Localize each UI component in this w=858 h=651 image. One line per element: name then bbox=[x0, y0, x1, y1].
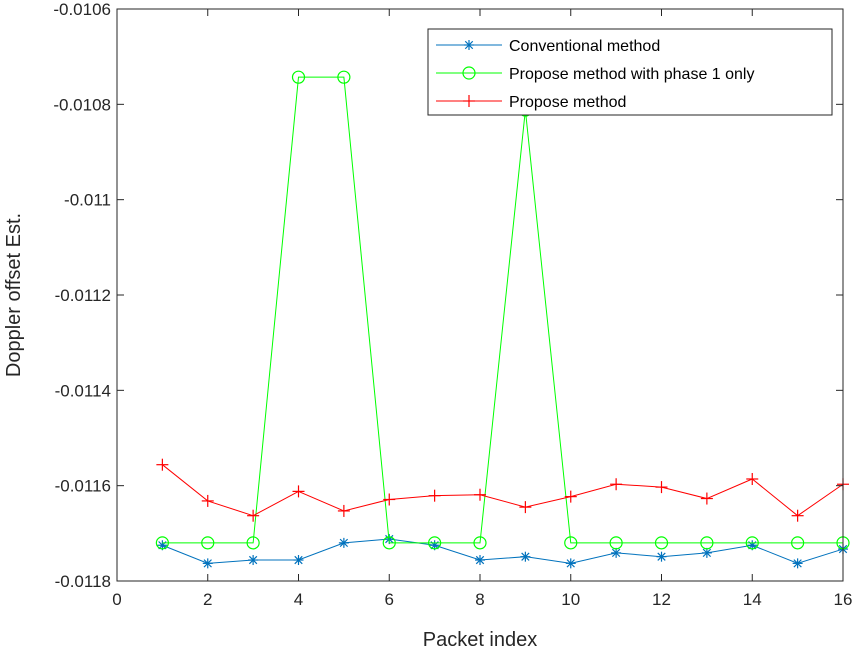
x-axis-label: Packet index bbox=[423, 629, 538, 651]
data-point bbox=[473, 536, 487, 550]
x-tick-label: 16 bbox=[834, 590, 853, 609]
data-point bbox=[746, 472, 759, 485]
data-point bbox=[337, 70, 351, 84]
data-point bbox=[656, 551, 667, 562]
data-point bbox=[383, 493, 396, 506]
data-point bbox=[293, 555, 304, 566]
data-point bbox=[201, 536, 215, 550]
legend-entry: Conventional method bbox=[436, 38, 660, 55]
y-tick-label: -0.0116 bbox=[55, 477, 111, 496]
data-point bbox=[519, 501, 532, 514]
legend-label: Propose method with phase 1 only bbox=[509, 66, 754, 83]
data-point bbox=[655, 481, 668, 494]
data-point bbox=[520, 551, 531, 562]
data-point bbox=[700, 492, 713, 505]
y-tick-label: -0.011 bbox=[64, 191, 111, 210]
data-point bbox=[462, 66, 476, 80]
x-tick-label: 14 bbox=[743, 590, 762, 609]
x-tick-label: 2 bbox=[203, 590, 212, 609]
data-point bbox=[292, 485, 305, 498]
data-point bbox=[611, 547, 622, 558]
legend-label: Conventional method bbox=[509, 38, 660, 55]
y-axis: -0.0118 -0.0116 -0.0114 -0.0112 -0.011 -0.010… bbox=[53, 0, 843, 591]
legend-entry: Propose method bbox=[436, 94, 626, 111]
x-tick-label: 4 bbox=[294, 590, 303, 609]
y-tick-label: -0.0106 bbox=[53, 0, 111, 19]
data-point bbox=[428, 489, 441, 502]
data-point bbox=[338, 537, 349, 548]
data-point bbox=[564, 490, 577, 503]
y-tick-label: -0.0112 bbox=[55, 286, 111, 305]
data-point bbox=[610, 478, 623, 491]
legend-label: Propose method bbox=[509, 94, 626, 111]
x-axis: 0 2 4 6 8 10 12 14 16 bbox=[112, 9, 852, 609]
data-point bbox=[564, 536, 578, 550]
data-point bbox=[609, 536, 623, 550]
data-point bbox=[464, 40, 474, 50]
data-point bbox=[155, 536, 169, 550]
data-point bbox=[156, 458, 169, 471]
legend-entry: Propose method with phase 1 only bbox=[436, 66, 754, 83]
data-point bbox=[246, 536, 260, 550]
legend: Conventional method Propose method with p… bbox=[427, 28, 833, 116]
y-tick-label: -0.0118 bbox=[55, 572, 111, 591]
data-point bbox=[745, 536, 759, 550]
data-point bbox=[291, 70, 306, 84]
data-point bbox=[475, 555, 485, 566]
series-2 bbox=[155, 70, 850, 550]
x-tick-label: 6 bbox=[385, 590, 394, 609]
series-line bbox=[162, 464, 844, 517]
x-tick-label: 10 bbox=[561, 590, 580, 609]
data-point bbox=[791, 509, 804, 522]
data-point bbox=[565, 558, 576, 569]
data-point bbox=[428, 536, 442, 550]
data-point bbox=[201, 494, 214, 507]
y-tick-label: -0.0108 bbox=[53, 95, 111, 114]
x-tick-label: 8 bbox=[475, 590, 484, 609]
data-point bbox=[247, 509, 260, 522]
y-axis-label: Doppler offset Est. bbox=[3, 213, 25, 377]
series-1 bbox=[157, 534, 848, 569]
series-line bbox=[162, 538, 844, 564]
data-point bbox=[463, 95, 475, 107]
series-line bbox=[162, 76, 843, 544]
x-tick-label: 0 bbox=[112, 590, 121, 609]
data-point bbox=[382, 536, 396, 550]
y-tick-label: -0.0114 bbox=[55, 381, 111, 400]
data-point bbox=[792, 558, 803, 569]
data-point bbox=[701, 547, 712, 558]
data-point bbox=[202, 558, 213, 569]
data-point bbox=[791, 536, 805, 550]
data-point bbox=[474, 488, 486, 501]
data-point bbox=[248, 555, 259, 566]
data-point bbox=[700, 536, 714, 550]
data-point bbox=[654, 536, 669, 550]
data-point bbox=[337, 504, 350, 517]
x-tick-label: 12 bbox=[652, 590, 671, 609]
